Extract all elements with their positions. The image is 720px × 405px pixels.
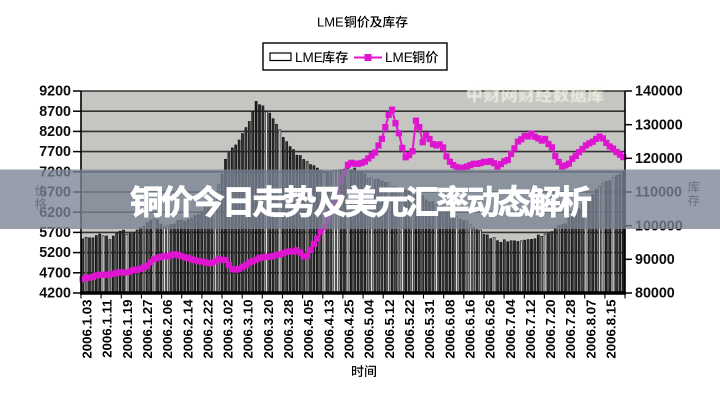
svg-text:LME: LME — [295, 50, 323, 65]
svg-text:2006.1.27: 2006.1.27 — [140, 300, 155, 359]
svg-text:4700: 4700 — [39, 265, 71, 281]
svg-text:2006.5.12: 2006.5.12 — [382, 300, 397, 359]
svg-text:9200: 9200 — [39, 84, 71, 100]
svg-text:2006.4.13: 2006.4.13 — [321, 300, 336, 359]
svg-text:4200: 4200 — [39, 286, 71, 302]
svg-text:2006.2.06: 2006.2.06 — [160, 300, 175, 359]
svg-text:80000: 80000 — [635, 286, 675, 302]
svg-text:5200: 5200 — [39, 245, 71, 261]
svg-text:2006.5.22: 2006.5.22 — [402, 300, 417, 359]
svg-text:2006.4.05: 2006.4.05 — [301, 299, 316, 359]
svg-text:2006.3.10: 2006.3.10 — [241, 300, 256, 359]
svg-text:LME: LME — [317, 15, 344, 30]
svg-text:2006.5.31: 2006.5.31 — [422, 299, 437, 359]
svg-text:LME: LME — [385, 50, 413, 65]
svg-text:7700: 7700 — [39, 144, 71, 160]
svg-text:2006.1.11: 2006.1.11 — [100, 299, 115, 358]
svg-text:2006.1.03: 2006.1.03 — [80, 300, 95, 359]
svg-text:120000: 120000 — [635, 151, 683, 167]
svg-text:2006.6.26: 2006.6.26 — [483, 300, 498, 359]
svg-text:2006.7.20: 2006.7.20 — [543, 300, 558, 359]
svg-text:8700: 8700 — [39, 104, 71, 120]
svg-text:2006.8.15: 2006.8.15 — [604, 299, 619, 359]
svg-text:130000: 130000 — [635, 117, 683, 133]
svg-text:2006.7.12: 2006.7.12 — [523, 300, 538, 359]
svg-text:2006.2.14: 2006.2.14 — [180, 299, 195, 359]
svg-text:2006.8.07: 2006.8.07 — [583, 300, 598, 359]
svg-text:2006.7.04: 2006.7.04 — [503, 299, 518, 359]
svg-text:2006.1.19: 2006.1.19 — [120, 300, 135, 359]
svg-text:2006.3.20: 2006.3.20 — [261, 300, 276, 359]
svg-text:2006.3.02: 2006.3.02 — [221, 300, 236, 359]
svg-text:2006.6.08: 2006.6.08 — [442, 300, 457, 359]
svg-text:8200: 8200 — [39, 124, 71, 140]
svg-text:2006.5.04: 2006.5.04 — [362, 299, 377, 359]
svg-text:2006.4.25: 2006.4.25 — [342, 299, 357, 359]
svg-text:2006.3.28: 2006.3.28 — [281, 300, 296, 359]
svg-text:2006.2.22: 2006.2.22 — [200, 300, 215, 359]
svg-text:90000: 90000 — [635, 252, 675, 268]
svg-text:2006.7.28: 2006.7.28 — [563, 300, 578, 359]
svg-text:140000: 140000 — [635, 84, 683, 100]
svg-text:2006.6.16: 2006.6.16 — [462, 300, 477, 359]
